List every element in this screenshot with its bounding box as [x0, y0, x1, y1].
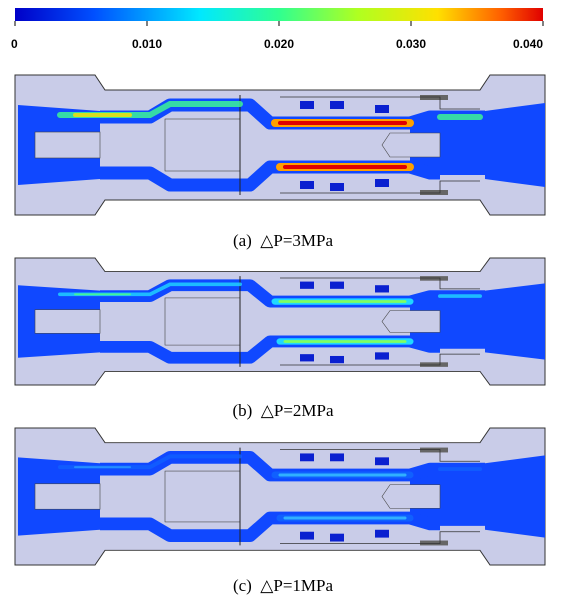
seal: [330, 101, 344, 109]
seal: [300, 181, 314, 189]
contour-panel: [15, 75, 545, 215]
outlet-flow: [485, 103, 545, 187]
colorbar-tick-label: 0.020: [264, 37, 294, 51]
panel-caption: (a) △P=3MPa: [233, 231, 334, 250]
piston: [165, 471, 240, 522]
ring: [420, 362, 448, 367]
outlet-flow: [485, 455, 545, 537]
inner-tube: [35, 132, 100, 158]
seal: [375, 457, 389, 465]
panel-caption: (b) △P=2MPa: [232, 401, 334, 420]
seal: [330, 183, 344, 191]
piston: [165, 119, 240, 171]
panel-caption: (c) △P=1MPa: [233, 576, 334, 595]
inner-tube: [35, 310, 100, 334]
ring: [420, 541, 448, 546]
ring: [420, 190, 448, 195]
seal: [330, 356, 344, 363]
colorbar: [15, 8, 543, 21]
colorbar-tick-label: 0.010: [132, 37, 162, 51]
seal: [375, 105, 389, 113]
seal: [300, 532, 314, 540]
contour-panel: [15, 428, 545, 565]
ring: [420, 448, 448, 453]
colorbar-tick-label: 0.030: [396, 37, 426, 51]
contour-panel: [15, 258, 545, 385]
outlet-flow: [485, 283, 545, 359]
seal: [330, 453, 344, 461]
seal: [375, 352, 389, 359]
inner-tube: [35, 484, 100, 509]
seal: [300, 354, 314, 361]
ring: [420, 276, 448, 281]
figure: 0 0.010 0.020 0.030 0.040 (a) △P=3MPa (b) △P=2…: [0, 0, 567, 601]
seal: [330, 282, 344, 289]
seal: [375, 179, 389, 187]
ring: [420, 95, 448, 100]
seal: [375, 530, 389, 538]
colorbar-tick-label: 0: [11, 37, 18, 51]
outlet-core: [382, 133, 440, 157]
outlet-core: [382, 485, 440, 508]
piston: [165, 298, 240, 345]
seal: [330, 534, 344, 542]
seal: [300, 282, 314, 289]
colorbar-tick-label: 0.040: [513, 37, 543, 51]
outlet-core: [382, 311, 440, 333]
seal: [300, 101, 314, 109]
seal: [300, 453, 314, 461]
seal: [375, 285, 389, 292]
